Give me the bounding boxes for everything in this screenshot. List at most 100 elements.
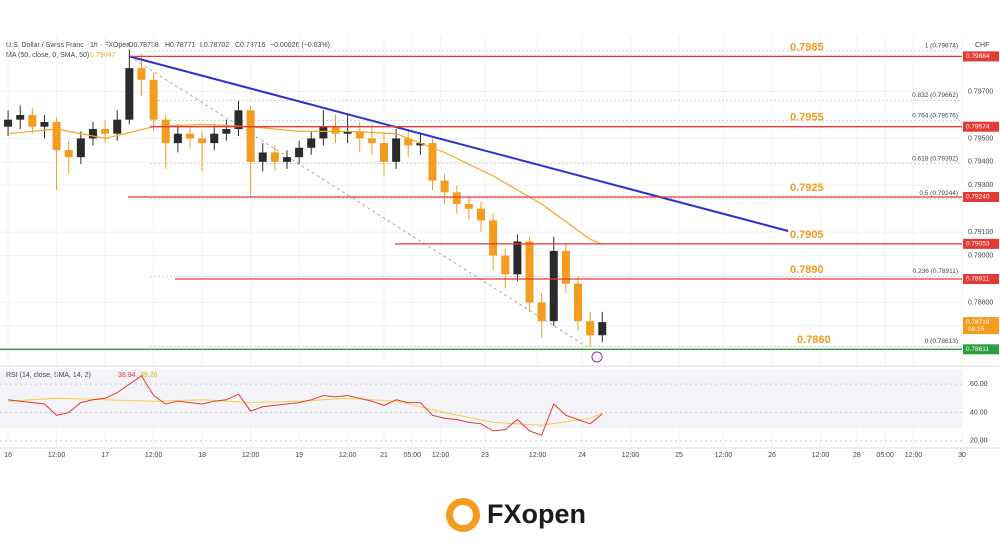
price-tag [963, 192, 999, 202]
x-tick-label: 12:00 [48, 452, 66, 459]
x-tick-label: 21 [380, 452, 388, 459]
x-tick-label: 12:00 [432, 452, 450, 459]
level-label: 0.7955 [790, 112, 824, 124]
level-label: 0.7890 [790, 264, 824, 276]
x-tick-label: 12:00 [242, 452, 260, 459]
candle-body [489, 220, 498, 256]
candle-body [379, 143, 388, 162]
current-time-label: 08:15 [968, 326, 985, 333]
price-tag [963, 121, 999, 132]
x-tick-label: 25 [675, 452, 683, 459]
candle-body [64, 150, 73, 158]
x-tick-label: 12:00 [145, 452, 163, 459]
candle-body [477, 208, 485, 221]
x-tick-label: 12:00 [812, 452, 830, 459]
price-tag [963, 274, 999, 285]
candle-body [392, 138, 401, 162]
candle-body [101, 129, 110, 134]
rsi-line [8, 374, 603, 436]
y-tick-label: 0.79400 [968, 159, 993, 166]
x-tick-label: 17 [101, 452, 109, 459]
ohlc: H0.78771 [165, 42, 195, 49]
candle-body [52, 122, 61, 151]
candle-body [440, 180, 449, 193]
candle-body [464, 204, 473, 209]
candle-body [319, 126, 328, 139]
candle-body [173, 133, 182, 144]
price-tag-label: 0.79574 [966, 123, 990, 130]
fib-label: 0.618 (0.79392) [912, 155, 958, 162]
y-tick-label: 0.79500 [968, 135, 993, 142]
rsi-band [0, 370, 962, 428]
candle-body [198, 138, 207, 144]
candle-body [331, 126, 340, 134]
logo-icon-inner [453, 505, 473, 525]
ohlc: O0.78738 [128, 42, 159, 49]
rsi-tick-label: 60.00 [970, 381, 988, 388]
candle-body [452, 192, 461, 205]
candle-body [428, 143, 437, 181]
candle-body [222, 129, 231, 134]
level-label: 0.7860 [797, 334, 831, 346]
rsi-label: RSI (14, close, SMA, 14, 2) [6, 372, 91, 379]
x-tick-label: 19 [295, 452, 303, 459]
x-tick-label: 18 [198, 452, 206, 459]
price-tag [963, 344, 999, 355]
fib-label: 0 (0.78613) [925, 338, 958, 345]
fib-label: 0.764 (0.79576) [912, 112, 958, 119]
candle-body [574, 283, 583, 322]
price-tag-label: 0.79240 [966, 194, 990, 201]
level-label: 0.7905 [790, 229, 824, 241]
trendline [129, 55, 789, 232]
level-label: 0.7985 [790, 41, 824, 53]
rsi-tick-label: 40.00 [970, 409, 988, 416]
candle-body [537, 302, 546, 322]
candle-body [513, 241, 522, 275]
candle-body [161, 119, 170, 144]
ma-line [8, 123, 603, 246]
candle-body [598, 322, 607, 336]
x-tick-label: 12:00 [339, 452, 357, 459]
candle-body [76, 138, 85, 158]
candle-body [28, 114, 37, 127]
candle-body [113, 119, 122, 134]
candle-body [234, 110, 243, 130]
fib-label: 0.5 (0.79244) [919, 190, 958, 197]
candle-body [355, 131, 364, 139]
rsi-value: 38.94 [118, 372, 136, 379]
candle-body [4, 119, 13, 127]
y-tick-label: 0.79300 [968, 182, 993, 189]
candle-body [343, 131, 352, 134]
fib-label: 1 (0.79874) [925, 42, 958, 49]
current-price-tag [963, 317, 999, 335]
currency: CHF [975, 42, 989, 49]
y-tick-label: 0.78800 [968, 299, 993, 306]
candle-body [270, 152, 279, 162]
rsi-sma-line [8, 397, 603, 426]
x-tick-label: 12:00 [529, 452, 547, 459]
price-tag [963, 238, 999, 249]
price-tag-label: 0.79053 [966, 241, 990, 248]
candle-body [282, 157, 291, 162]
candle-body [258, 152, 267, 162]
chart-title: U.S. Dollar / Swiss Franc · 1h · FXOpen [6, 42, 130, 49]
x-tick-label: 24 [578, 452, 586, 459]
ohlc: L0.78702 [200, 42, 229, 49]
candle-body [307, 138, 316, 148]
candle-body [88, 129, 97, 139]
price-tag-label: 0.78911 [966, 276, 989, 283]
candle-body [525, 241, 534, 303]
x-tick-label: 26 [768, 452, 776, 459]
ma-value: 0.79047 [90, 52, 115, 59]
event-icon [591, 351, 603, 363]
rsi-tick-label: 20.00 [970, 438, 988, 445]
candle-body [149, 79, 158, 120]
candle-body [295, 147, 304, 158]
candle-body [210, 133, 219, 144]
x-tick-label: 12:00 [622, 452, 640, 459]
candle-body [416, 143, 425, 146]
fib-diagonal [129, 55, 587, 347]
x-tick-label: 30 [958, 452, 966, 459]
x-tick-label: 16 [4, 452, 12, 459]
